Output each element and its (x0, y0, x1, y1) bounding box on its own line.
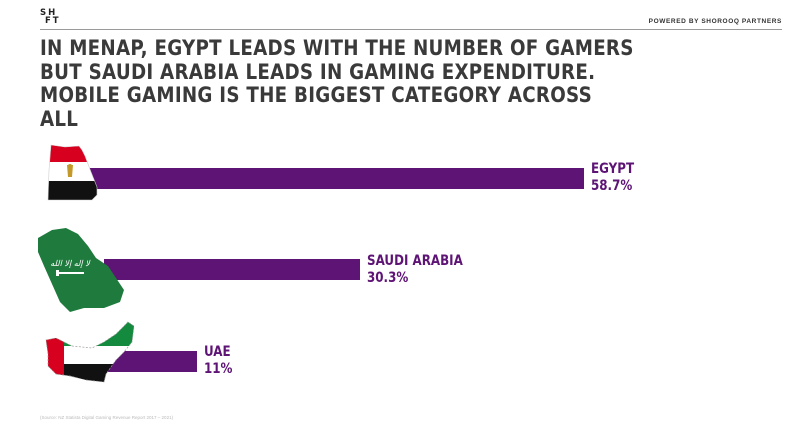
shft-logo: SH FT (40, 8, 80, 26)
saudi-arabia-flag-map-icon: ﻻ إله إلا الله (38, 228, 124, 312)
bar-label-uae: UAE 11% (204, 344, 232, 378)
category-label: UAE (204, 344, 231, 360)
bar-label-saudi-arabia: SAUDI ARABIA 30.3% (367, 253, 463, 287)
svg-text:ﻻ إله إلا الله: ﻻ إله إلا الله (50, 259, 91, 268)
logo-line-1: SH (40, 8, 58, 18)
slide-title: IN MENAP, EGYPT LEADS WITH THE NUMBER OF… (40, 36, 634, 132)
header-divider (40, 29, 782, 30)
egypt-flag-map-icon (47, 144, 98, 201)
category-label: EGYPT (591, 161, 635, 177)
bar-egypt (88, 168, 584, 189)
category-label: SAUDI ARABIA (367, 253, 463, 269)
value-label: 11% (204, 361, 233, 377)
uae-flag-map-icon (45, 321, 135, 383)
value-label: 58.7% (591, 178, 633, 194)
bar-uae (104, 351, 197, 372)
bar-label-egypt: EGYPT 58.7% (591, 161, 634, 195)
logo-line-2: FT (45, 16, 61, 26)
source-note: (Source: NZ Statista Digital Gaming Reve… (40, 415, 174, 420)
value-label: 30.3% (367, 270, 409, 286)
bar-saudi-arabia (104, 259, 360, 280)
powered-by-text: POWERED BY SHOROOQ PARTNERS (648, 18, 782, 25)
